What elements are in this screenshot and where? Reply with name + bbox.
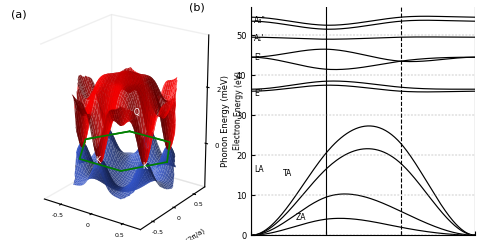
Y-axis label: Ky (2π/a): Ky (2π/a) (176, 228, 205, 240)
Text: LA: LA (254, 165, 264, 174)
Text: (a): (a) (11, 10, 26, 19)
Text: A₃": A₃" (254, 16, 266, 24)
Text: A₁': A₁' (254, 34, 264, 43)
Text: (b): (b) (189, 3, 204, 13)
Y-axis label: Phonon Energy (meV): Phonon Energy (meV) (221, 75, 230, 167)
Text: E": E" (254, 89, 263, 98)
Text: E': E' (254, 53, 261, 62)
Text: TA: TA (283, 169, 292, 178)
Text: ZA: ZA (296, 213, 307, 222)
